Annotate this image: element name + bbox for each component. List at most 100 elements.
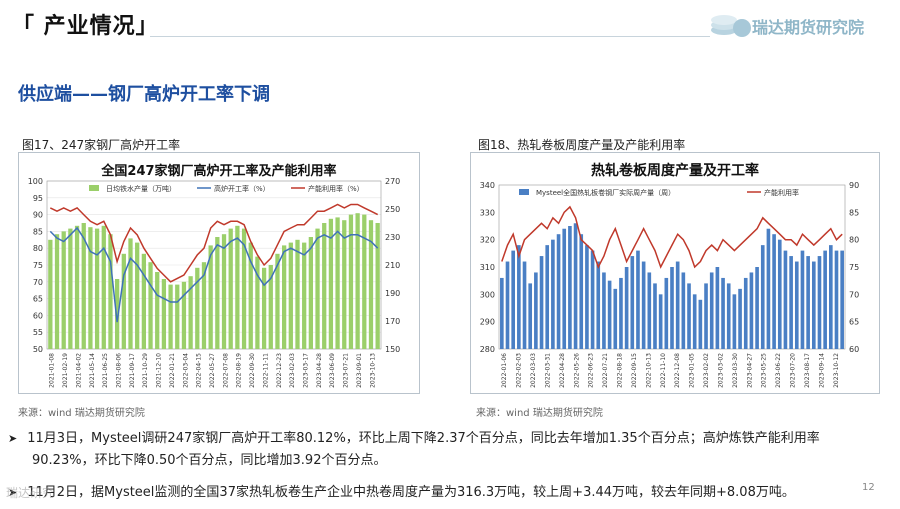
left-axis-tick: 60 [33, 311, 43, 320]
bar [840, 250, 844, 349]
bar [596, 261, 601, 349]
legend-label: 产能利用率（%） [308, 184, 364, 193]
bar [128, 238, 133, 349]
bar [545, 245, 550, 349]
right-chart-legend: Mysteel全国热轧板卷钢厂实际周产量（周） 产能利用率 [519, 188, 799, 197]
right-axis-tick: 65 [849, 318, 859, 327]
bar [155, 272, 160, 349]
bar [195, 267, 200, 349]
left-chart-frame: 全国247家钢厂高炉开工率及产能利用率 日均铁水产量（万吨） 高炉开工率（%） 产能… [18, 152, 420, 394]
right-axis-tick: 150 [385, 345, 400, 354]
bullet-1: ➤ 11月3日，Mysteel调研247家钢厂高炉开工率80.12%，环比上周下降… [8, 428, 888, 472]
bar [619, 277, 623, 349]
x-axis-tick: 2023-06-22 [775, 353, 782, 388]
x-axis-tick: 2022-09-30 [249, 353, 256, 388]
bar [88, 227, 93, 349]
bar [121, 253, 126, 349]
bar [61, 231, 66, 349]
x-axis-tick: 2023-10-12 [833, 353, 840, 388]
legend-label: 日均铁水产量（万吨） [106, 184, 176, 193]
bar [235, 225, 240, 349]
bar [602, 272, 606, 349]
bar [743, 277, 748, 349]
bar [81, 223, 86, 349]
x-axis-tick: 2022-12-08 [674, 353, 681, 388]
page-header-title: 「 产业情况」 [12, 14, 159, 39]
bar [148, 262, 153, 349]
x-axis-tick: 2022-11-10 [660, 353, 667, 388]
x-axis-tick: 2023-08-17 [804, 353, 811, 388]
x-axis-tick: 2021-04-02 [75, 353, 82, 388]
left-axis-tick: 55 [33, 328, 43, 337]
series-line [501, 205, 843, 269]
left-figure-source: 来源：wind 瑞达期货研究院 [18, 408, 145, 419]
bar [817, 256, 822, 349]
bar [687, 283, 691, 349]
legend-label: 高炉开工率（%） [214, 184, 270, 193]
right-chart-title: 热轧卷板周度产量及开工率 [591, 162, 759, 179]
right-axis-tick: 60 [849, 345, 859, 354]
bar [709, 272, 714, 349]
bar [823, 250, 827, 349]
left-figure-caption: 图17、247家钢厂高炉开工率 [22, 138, 181, 152]
bar [315, 228, 320, 349]
bar [54, 234, 60, 349]
x-axis-tick: 2022-12-23 [276, 353, 283, 388]
bar [261, 267, 267, 349]
right-axis-tick: 75 [849, 263, 859, 272]
brand-name: 瑞达期货研究院 [752, 18, 865, 37]
bar [322, 223, 327, 349]
left-axis-tick: 65 [33, 295, 43, 304]
bar [670, 267, 674, 349]
left-axis-tick: 340 [480, 181, 495, 190]
left-axis-tick: 300 [480, 290, 495, 299]
bullet-2: ➤ 11月2日，据Mysteel监测的全国37家热轧板卷生产企业中热卷周度产量为3… [8, 482, 888, 504]
bar [647, 272, 652, 349]
bullet-1-line1: 11月3日，Mysteel调研247家钢厂高炉开工率80.12%，环比上周下降2… [27, 431, 820, 446]
bar [681, 272, 686, 349]
bar [108, 234, 113, 349]
bar [241, 228, 247, 349]
left-chart-plot: 100 95 90 85 80 75 70 65 60 55 50 270 250 230 210 190 17… [28, 177, 401, 388]
left-axis-tick: 330 [480, 208, 495, 217]
x-axis-tick: 2021-05-14 [89, 353, 96, 388]
x-axis-tick: 2023-01-05 [689, 353, 696, 388]
left-chart: 全国247家钢厂高炉开工率及产能利用率 日均铁水产量（万吨） 高炉开工率（%） 产能… [28, 163, 401, 388]
x-axis-tick: 2023-06-09 [329, 353, 336, 388]
x-axis-tick: 2023-07-20 [790, 353, 797, 388]
left-axis-tick: 95 [33, 194, 43, 203]
bar [101, 225, 106, 349]
section-title: 供应端——钢厂高炉开工率下调 [18, 84, 270, 105]
bar [505, 261, 510, 349]
left-axis-tick: 310 [480, 263, 495, 272]
x-axis-tick: 2022-06-23 [588, 353, 595, 388]
bar [517, 245, 521, 349]
left-axis-tick: 70 [33, 278, 43, 287]
x-axis-tick: 2022-05-27 [209, 353, 216, 388]
x-axis-tick: 2023-03-02 [717, 353, 724, 388]
left-axis-tick: 80 [33, 244, 43, 253]
right-chart-plot: 340 330 320 310 300 290 280 90 85 80 75 70 65 60 2022-… [480, 181, 859, 388]
bar [228, 228, 233, 349]
bar [675, 261, 680, 349]
bar [562, 228, 567, 349]
bar [653, 283, 657, 349]
x-axis-tick: 2023-02-03 [289, 353, 296, 388]
bar [68, 228, 73, 349]
x-axis-tick: 2022-09-15 [631, 353, 638, 388]
bar [342, 220, 347, 349]
x-axis-tick: 2023-10-13 [369, 353, 376, 388]
left-axis-tick: 290 [480, 318, 495, 327]
bar [161, 279, 167, 349]
x-axis-tick: 2023-07-21 [343, 353, 350, 388]
right-axis-tick: 90 [849, 181, 859, 190]
legend-label: 产能利用率 [764, 188, 799, 197]
bullet-1-line2: 90.23%，环比下降0.50个百分点，同比增加3.92个百分点。 [32, 453, 387, 468]
right-axis-tick: 85 [849, 208, 859, 217]
bar [302, 242, 307, 349]
bar [275, 253, 280, 349]
x-axis-tick: 2022-04-15 [196, 353, 203, 388]
brand-logo [711, 15, 751, 37]
x-axis-tick: 2022-08-19 [236, 353, 243, 388]
x-axis-tick: 2021-08-06 [115, 353, 122, 388]
